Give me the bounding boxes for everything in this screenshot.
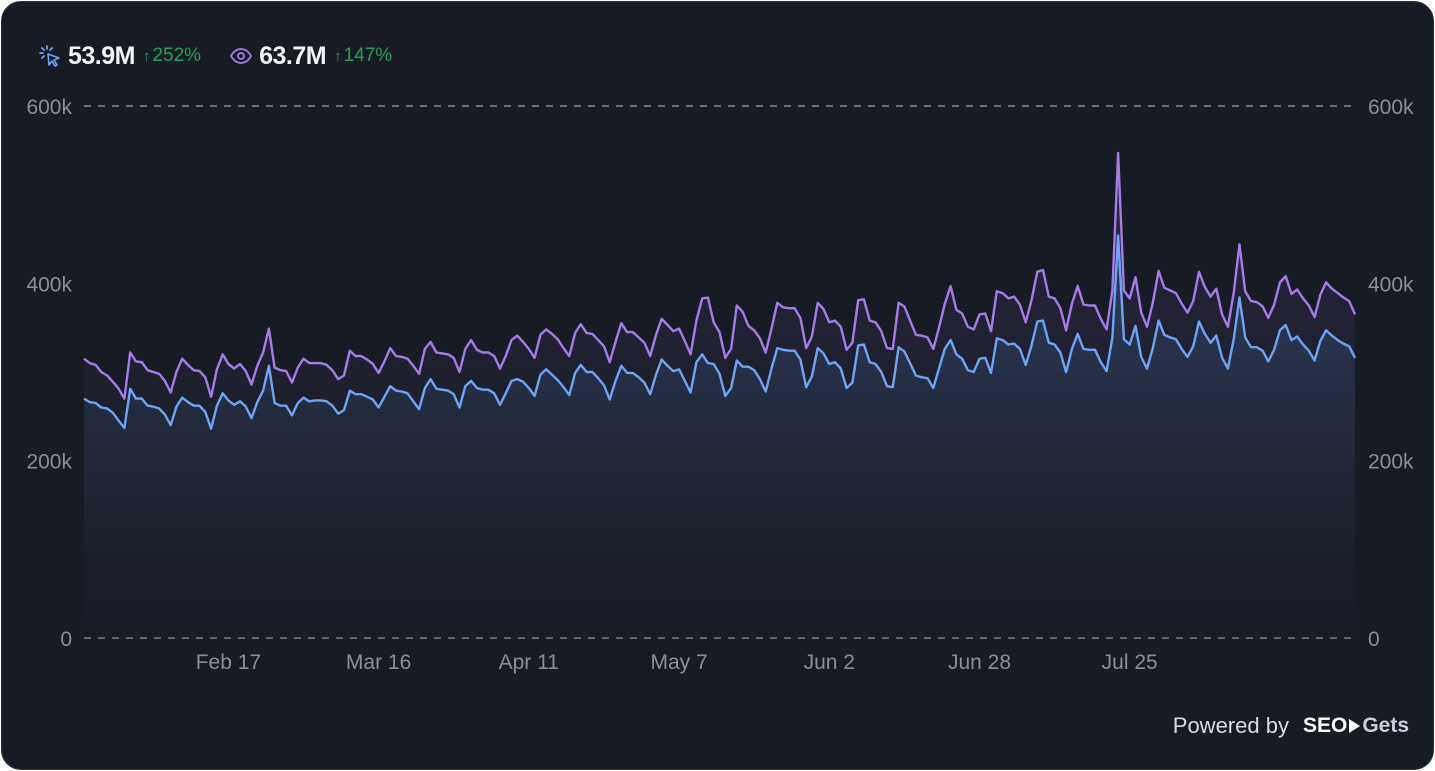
cursor-click-icon	[38, 44, 62, 68]
x-tick-label: May 7	[651, 651, 708, 674]
clicks-total: 53.9M	[68, 41, 135, 70]
arrow-up-icon: ↑	[334, 47, 342, 65]
y-tick-label-right: 400k	[1368, 273, 1414, 296]
arrow-up-icon: ↑	[142, 47, 151, 65]
brand-seo-text: SEO	[1302, 714, 1348, 737]
y-tick-label-right: 600k	[1368, 96, 1414, 119]
clicks-change-value: 252%	[152, 45, 202, 66]
play-icon	[1349, 719, 1361, 733]
x-tick-label: Apr 11	[499, 651, 559, 674]
impressions-change: ↑ 147%	[334, 45, 392, 67]
impressions-stat[interactable]: 63.7M ↑ 147%	[229, 42, 392, 71]
y-tick-label-left: 600k	[26, 96, 72, 119]
impressions-area	[84, 153, 1355, 429]
powered-by-label: Powered by	[1172, 713, 1289, 738]
y-tick-label-left: 200k	[26, 451, 72, 474]
y-tick-label-left: 0	[60, 628, 72, 651]
clicks-stat[interactable]: 53.9M ↑ 252%	[38, 42, 201, 71]
seogets-logo: SEO Gets	[1303, 714, 1409, 738]
x-tick-label: Feb 17	[196, 651, 261, 674]
y-tick-label-right: 0	[1368, 628, 1380, 651]
y-tick-label-right: 200k	[1368, 451, 1414, 474]
eye-icon	[229, 44, 253, 68]
impressions-total: 63.7M	[259, 41, 327, 70]
x-tick-label: Jun 2	[804, 651, 855, 674]
brand-gets-text: Gets	[1362, 714, 1409, 737]
x-tick-label: Jul 25	[1102, 651, 1158, 674]
impressions-change-value: 147%	[343, 45, 393, 66]
y-tick-label-left: 400k	[26, 273, 72, 296]
powered-by-footer[interactable]: Powered by SEO Gets	[1173, 713, 1409, 739]
clicks-area	[84, 235, 1355, 638]
series-line-clicks	[83, 234, 1357, 430]
series-line-impressions	[83, 151, 1357, 400]
x-tick-label: Mar 16	[346, 651, 411, 674]
stats-bar: 53.9M ↑ 252% 63.7M ↑ 147%	[38, 40, 420, 72]
x-tick-label: Jun 28	[948, 651, 1011, 674]
clicks-change: ↑ 252%	[143, 45, 201, 67]
